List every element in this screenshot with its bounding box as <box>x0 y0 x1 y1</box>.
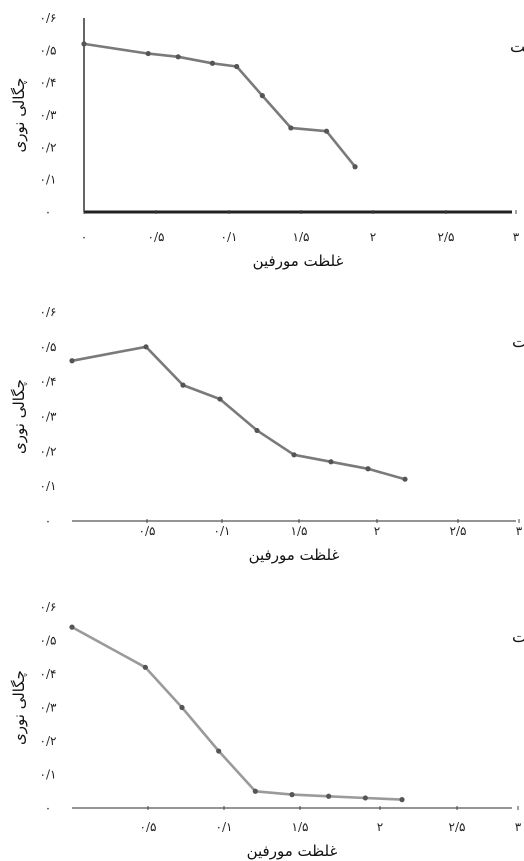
panel-3-y-tick-label: ۰/۱ <box>40 768 57 782</box>
panel-3-data-point <box>252 788 258 794</box>
panel-2-x-tick-label: ۲/۵ <box>450 524 467 538</box>
panel-1-series-line <box>83 42 357 168</box>
panel-1-x-tick-label: ۰/۵ <box>148 230 165 244</box>
panel-2-y-tick-label: ۰ <box>45 514 51 528</box>
panel-1-x-tick-label: ۱/۵ <box>293 230 310 244</box>
panel-1-title: ۲۴ ساعت <box>510 37 524 56</box>
panel-3-y-tick-label: ۰/۴ <box>40 667 57 681</box>
panel-3-y-tick-label: ۰/۳ <box>40 701 57 715</box>
panel-1-data-point <box>175 54 181 60</box>
panel-1-x-tick-label: ۰ <box>81 230 87 244</box>
panel-3-y-tick-label: ۰/۶ <box>40 600 57 614</box>
panel-3-data-point <box>216 748 222 754</box>
panel-3-data-point <box>362 795 368 801</box>
panel-2-y-axis-title: چگالی نوری <box>10 379 28 454</box>
panel-2-x-tick-label: ۳ <box>516 524 523 538</box>
panel-1-data-point <box>234 63 240 70</box>
panel-2-data-point <box>402 476 408 482</box>
panel-3-series-line <box>71 625 403 801</box>
panel-1-data-point <box>352 164 358 170</box>
panel-2-title: ۴۸ ساعت <box>512 332 524 351</box>
panel-3-x-tick-label: ۲ <box>377 820 383 834</box>
panel-1-y-axis-title: چگالی نوری <box>10 78 28 153</box>
panel-2-y-tick-label: ۰/۴ <box>40 375 57 389</box>
panel-2-data-point <box>365 466 371 472</box>
panel-2-x-tick-label: ۲ <box>374 524 380 538</box>
panel-1-y-tick-label: ۰/۶ <box>40 11 57 25</box>
panel-3-x-tick-label: ۳ <box>515 820 522 834</box>
panel-2-x-axis-title: غلظت مورفین <box>249 546 340 564</box>
panel-1-data-point <box>81 41 87 47</box>
panel-3-data-point <box>179 704 185 711</box>
panel-2-data-point <box>217 396 223 402</box>
panel-3-data-point <box>289 792 295 798</box>
panel-2-y-tick-label: ۰/۲ <box>40 444 57 458</box>
panel-2-x-tick-label: ۰/۵ <box>139 524 156 538</box>
panel-3-x-axis-title: غلظت مورفین <box>247 842 338 860</box>
panel-1-x-axis-title: غلظت مورفین <box>253 252 344 270</box>
panel-3-title: ۷۲ ساعت <box>512 627 524 646</box>
panel-2-data-point <box>328 459 334 465</box>
panel-2-y-tick-label: ۰/۱ <box>40 479 57 493</box>
panel-1-x-tick-label: ۲/۵ <box>438 230 455 244</box>
panel-3-y-tick-label: ۰/۲ <box>40 734 57 748</box>
panel-2-y-tick-label: ۰/۶ <box>40 305 57 319</box>
panel-1-data-point <box>323 128 330 134</box>
panel-2-data-point <box>143 344 149 350</box>
panel-2-data-point <box>291 452 297 458</box>
panel-3-y-axis-title: چگالی نوری <box>10 670 28 745</box>
panel-1-data-point <box>209 60 215 66</box>
panel-1-data-point <box>288 125 294 131</box>
panel-1-y-tick-label: ۰ <box>45 205 51 219</box>
panel-3-data-point <box>69 624 75 630</box>
panel-1-y-tick-label: ۰/۲ <box>40 140 57 154</box>
panel-1-x-tick-label: ۳ <box>513 230 520 244</box>
panel-2-data-point <box>254 427 260 434</box>
panel-2-data-point <box>69 358 75 364</box>
panel-1-data-point <box>145 50 151 57</box>
panel-1-data-point <box>259 93 265 99</box>
panel-2-data-point <box>180 382 186 388</box>
panel-2-series-line <box>71 345 406 481</box>
panel-1-y-tick-label: ۰/۳ <box>40 108 57 122</box>
panel-1-y-tick-label: ۰/۵ <box>40 43 57 57</box>
panel-3-x-tick-label: ۰/۱ <box>216 820 233 834</box>
panel-3-y-tick-label: ۰/۵ <box>40 634 57 648</box>
panel-1-x-tick-label: ۲ <box>370 230 376 244</box>
panel-1-y-tick-label: ۰/۱ <box>40 173 57 187</box>
panel-1-y-tick-label: ۰/۴ <box>40 76 57 90</box>
panel-3-y-tick-label: ۰ <box>45 801 51 815</box>
panel-2-y-tick-label: ۰/۳ <box>40 410 57 424</box>
panel-3-x-tick-label: ۲/۵ <box>449 820 466 834</box>
panel-3-data-point <box>142 664 148 670</box>
panel-2-x-tick-label: ۱/۵ <box>291 524 308 538</box>
panel-2-x-tick-label: ۰/۱ <box>214 524 231 538</box>
panel-3-x-tick-label: ۰/۵ <box>140 820 157 834</box>
panel-3-data-point <box>399 797 405 803</box>
panel-2-y-tick-label: ۰/۵ <box>40 340 57 354</box>
panel-3-x-tick-label: ۱/۵ <box>292 820 309 834</box>
panel-3-data-point <box>326 793 332 799</box>
panel-1-x-tick-label: ۰/۱ <box>221 230 238 244</box>
